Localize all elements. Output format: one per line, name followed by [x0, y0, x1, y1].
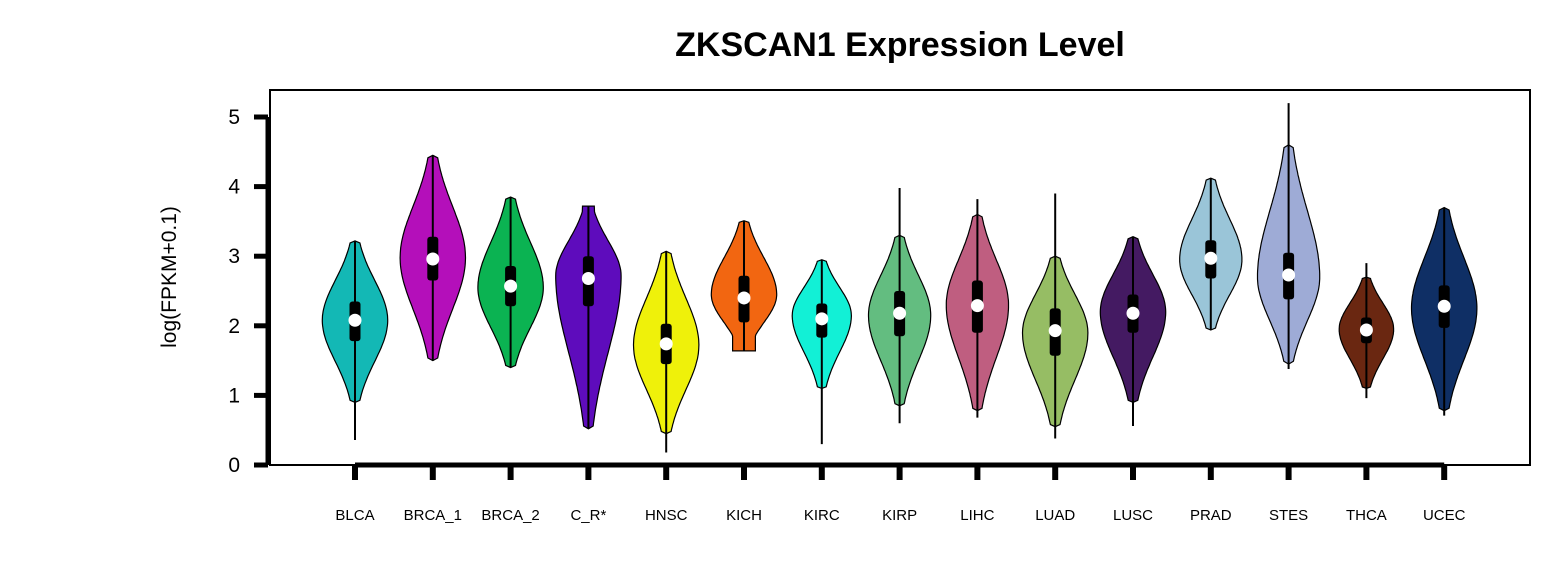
- violin-stes: [1256, 103, 1321, 369]
- x-tick-label: LUAD: [1035, 507, 1075, 524]
- violin-median-point: [1282, 268, 1296, 282]
- y-tick-label: 4: [228, 176, 240, 199]
- violin-median-point: [581, 271, 595, 285]
- x-tick-label: C_R*: [570, 507, 606, 524]
- x-tick-label: BLCA: [335, 507, 374, 524]
- x-tick-label: KICH: [726, 507, 762, 524]
- violin-ucec: [1410, 206, 1478, 416]
- violin-median-point: [348, 313, 362, 327]
- violin-median-point: [426, 252, 440, 266]
- y-tick-label: 1: [228, 384, 240, 407]
- y-tick-label: 3: [228, 245, 240, 268]
- x-tick-label: KIRC: [804, 507, 840, 524]
- y-tick-label: 2: [228, 315, 240, 338]
- y-axis: 0 1 2 3 4 5: [228, 106, 271, 477]
- x-tick-label: PRAD: [1190, 507, 1232, 524]
- violin-brca-2: [477, 196, 544, 369]
- violin-median-point: [970, 299, 984, 313]
- x-tick-label: LIHC: [960, 507, 994, 524]
- violin-median-point: [1359, 323, 1373, 337]
- x-tick-label: THCA: [1346, 507, 1387, 524]
- y-tick-label: 5: [228, 106, 240, 129]
- violin-brca-1: [399, 154, 467, 362]
- violin-blca: [321, 240, 389, 440]
- violin-median-point: [1204, 251, 1218, 265]
- violin-lusc: [1099, 236, 1167, 427]
- violin-median-point: [815, 312, 829, 326]
- x-tick-label: LUSC: [1113, 507, 1153, 524]
- x-tick-label: BRCA_1: [404, 507, 462, 524]
- violin-median-point: [659, 337, 673, 351]
- violin-median-point: [893, 306, 907, 320]
- violin-thca: [1338, 263, 1395, 399]
- violin-median-point: [504, 279, 518, 293]
- violin-c-r-: [555, 205, 622, 430]
- violin-median-point: [1437, 299, 1451, 313]
- x-axis: BLCA BRCA_1 BRCA_2 C_R* HNSC KICH KIRC KIRP LIHC…: [335, 462, 1466, 524]
- x-tick-label: HNSC: [645, 507, 688, 524]
- x-tick-label: UCEC: [1423, 507, 1466, 524]
- violins-group: [321, 103, 1478, 453]
- violin-median-point: [1048, 324, 1062, 338]
- violin-prad: [1179, 177, 1243, 331]
- violin-hnsc: [632, 250, 700, 453]
- violin-lihc: [945, 199, 1010, 418]
- violin-kirp: [867, 187, 932, 424]
- violin-median-point: [737, 291, 751, 305]
- violin-median-point: [1126, 306, 1140, 320]
- x-tick-label: BRCA_2: [481, 507, 539, 524]
- x-tick-label: KIRP: [882, 507, 917, 524]
- violin-luad: [1021, 193, 1089, 439]
- violin-kirc: [791, 259, 853, 445]
- x-tick-label: STES: [1269, 507, 1308, 524]
- chart-title: ZKSCAN1 Expression Level: [675, 26, 1125, 64]
- violin-kich: [710, 220, 778, 352]
- y-tick-label: 0: [228, 454, 240, 477]
